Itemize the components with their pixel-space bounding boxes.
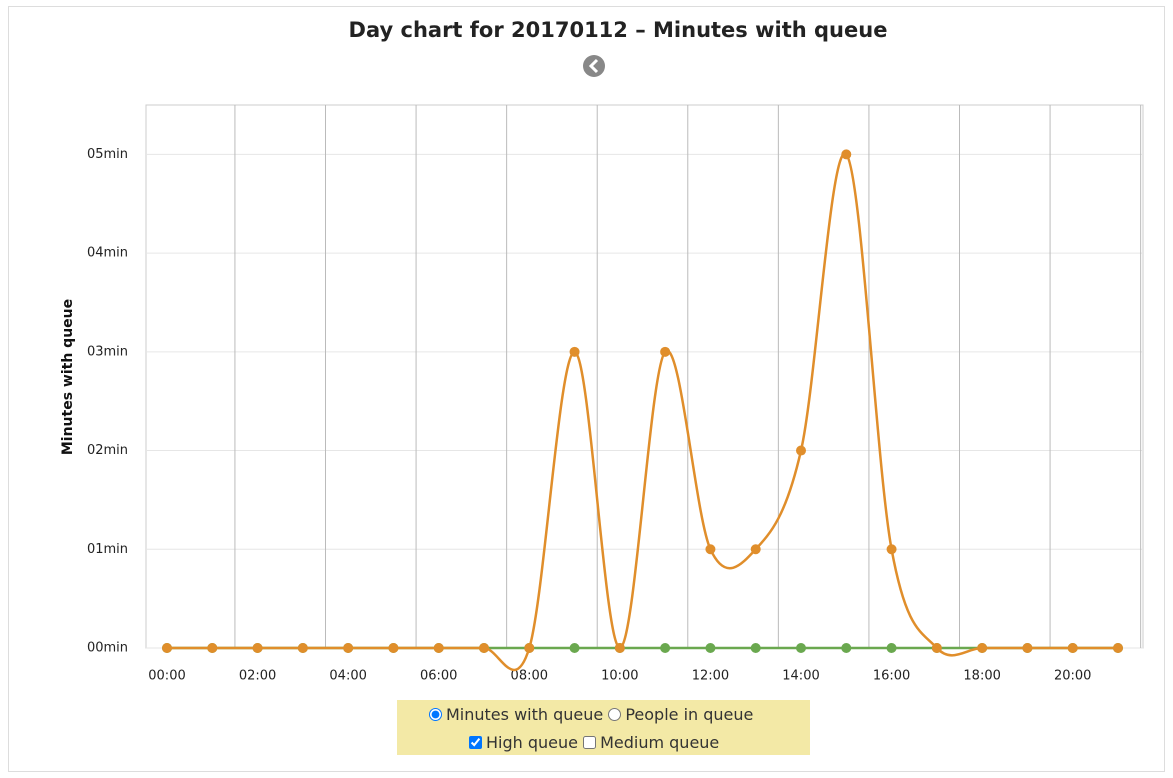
point bbox=[388, 643, 399, 653]
point bbox=[614, 643, 625, 653]
x-tick-label: 18:00 bbox=[963, 669, 1000, 684]
point bbox=[705, 643, 716, 653]
point bbox=[886, 544, 897, 555]
radio-label: Minutes with queue bbox=[446, 705, 604, 724]
radio[interactable]: People in queue bbox=[608, 705, 753, 724]
point bbox=[931, 643, 942, 653]
checkbox[interactable]: High queue bbox=[469, 733, 578, 752]
frame bbox=[8, 6, 1165, 772]
point bbox=[660, 643, 671, 653]
point bbox=[162, 643, 172, 653]
point bbox=[886, 643, 897, 653]
y-axis-label: Minutes with queue bbox=[60, 299, 76, 455]
point bbox=[841, 149, 852, 160]
x-tick-label: 20:00 bbox=[1054, 669, 1091, 684]
point bbox=[1067, 643, 1078, 653]
y-tick-label: 03min bbox=[87, 344, 128, 359]
x-tick-label: 04:00 bbox=[329, 669, 366, 684]
x-tick-label: 16:00 bbox=[873, 669, 910, 684]
checkbox-label: High queue bbox=[486, 733, 578, 752]
point bbox=[796, 445, 806, 456]
x-tick-label: 02:00 bbox=[239, 669, 276, 684]
point bbox=[1113, 643, 1123, 653]
point bbox=[841, 643, 852, 653]
x-tick-label: 14:00 bbox=[782, 669, 819, 684]
y-tick-label: 04min bbox=[87, 246, 128, 261]
y-tick-label: 02min bbox=[87, 443, 128, 458]
point bbox=[660, 346, 671, 357]
point bbox=[479, 643, 489, 653]
chart-title: Day chart for 20170112 – Minutes with qu… bbox=[349, 18, 888, 42]
point bbox=[796, 643, 806, 653]
y-tick-label: 05min bbox=[87, 147, 128, 162]
point bbox=[343, 643, 354, 653]
plot-area bbox=[145, 104, 1144, 649]
point bbox=[297, 643, 308, 653]
point bbox=[524, 643, 535, 653]
controls: Minutes with queue People in queue High … bbox=[397, 700, 810, 755]
point bbox=[705, 544, 716, 555]
x-tick-label: 12:00 bbox=[692, 669, 729, 684]
y-tick-label: 00min bbox=[87, 641, 128, 656]
y-tick-label: 01min bbox=[87, 542, 128, 557]
point bbox=[207, 643, 218, 653]
point bbox=[750, 643, 761, 653]
point bbox=[569, 346, 580, 357]
series-line bbox=[167, 152, 1118, 672]
checkbox-label: Medium queue bbox=[600, 733, 720, 752]
x-tick-label: 00:00 bbox=[148, 669, 185, 684]
point bbox=[252, 643, 263, 653]
x-tick-label: 06:00 bbox=[420, 669, 457, 684]
point bbox=[433, 643, 444, 653]
back-button[interactable] bbox=[583, 55, 605, 77]
radio[interactable]: Minutes with queue bbox=[429, 705, 603, 724]
radio-label: People in queue bbox=[625, 705, 754, 724]
x-tick-label: 08:00 bbox=[511, 669, 548, 684]
point bbox=[1022, 643, 1033, 653]
point bbox=[750, 544, 761, 555]
chart: Day chart for 20170112 – Minutes with qu… bbox=[60, 18, 1144, 684]
x-tick-label: 10:00 bbox=[601, 669, 638, 684]
point bbox=[977, 643, 988, 653]
checkbox[interactable]: Medium queue bbox=[583, 733, 719, 752]
point bbox=[569, 643, 580, 653]
